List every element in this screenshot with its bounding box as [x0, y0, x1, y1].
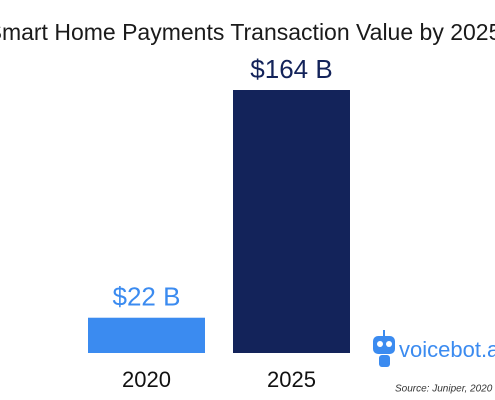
x-tick-label: 2020 [122, 367, 171, 392]
bar [88, 317, 205, 353]
value-label: $22 B [113, 282, 181, 312]
source: Source: Juniper, 2020 [395, 384, 493, 395]
bar [233, 90, 350, 353]
x-tick-label: 2025 [267, 367, 316, 392]
logo-body [379, 355, 390, 367]
logo-text: voicebot.ai [399, 337, 495, 362]
logo-eye [386, 341, 392, 347]
chart-title: Smart Home Payments Transaction Value by… [0, 19, 495, 45]
logo: voicebot.ai [373, 330, 495, 367]
logo-icon [373, 336, 395, 354]
value-label: $164 B [250, 54, 332, 84]
logo-eye [377, 341, 383, 347]
